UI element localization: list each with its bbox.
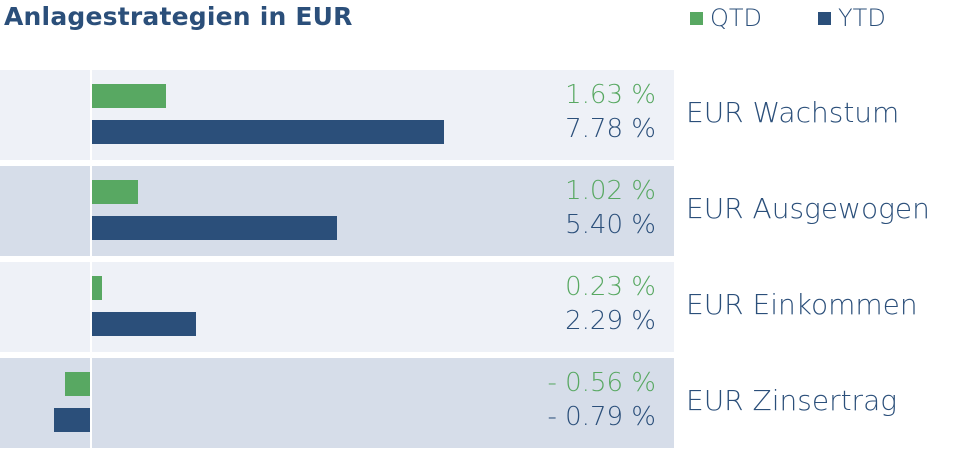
zero-axis-line <box>90 166 92 256</box>
category-label: EUR Zinsertrag <box>686 384 898 417</box>
bar-qtd <box>64 372 90 396</box>
value-label-qtd: 1.02 % <box>565 176 656 206</box>
bar-qtd <box>92 84 166 108</box>
zero-axis-line <box>90 262 92 352</box>
zero-axis-line <box>90 70 92 160</box>
legend-label-ytd: YTD <box>838 4 886 32</box>
zero-axis-line <box>90 358 92 448</box>
legend-item-qtd: QTD <box>690 4 762 32</box>
category-label: EUR Wachstum <box>686 96 900 129</box>
value-label-qtd: 1.63 % <box>565 80 656 110</box>
category-label: EUR Ausgewogen <box>686 192 930 225</box>
bar-ytd <box>54 408 90 432</box>
value-label-ytd: 2.29 % <box>565 306 656 336</box>
value-label-qtd: - 0.56 % <box>547 368 656 398</box>
bar-qtd <box>92 180 139 204</box>
bar-ytd <box>92 120 445 144</box>
value-label-ytd: 5.40 % <box>565 210 656 240</box>
legend-swatch-qtd <box>690 12 703 25</box>
bar-qtd <box>92 276 103 300</box>
value-label-qtd: 0.23 % <box>565 272 656 302</box>
legend-swatch-ytd <box>818 12 831 25</box>
value-label-ytd: 7.78 % <box>565 114 656 144</box>
legend-item-ytd: YTD <box>818 4 886 32</box>
bar-ytd <box>92 312 196 336</box>
legend-label-qtd: QTD <box>710 4 763 32</box>
chart-row <box>0 358 674 448</box>
value-label-ytd: - 0.79 % <box>547 402 656 432</box>
category-label: EUR Einkommen <box>686 288 918 321</box>
chart-title: Anlagestrategien in EUR <box>4 2 353 31</box>
chart-row <box>0 262 674 352</box>
bar-ytd <box>92 216 337 240</box>
